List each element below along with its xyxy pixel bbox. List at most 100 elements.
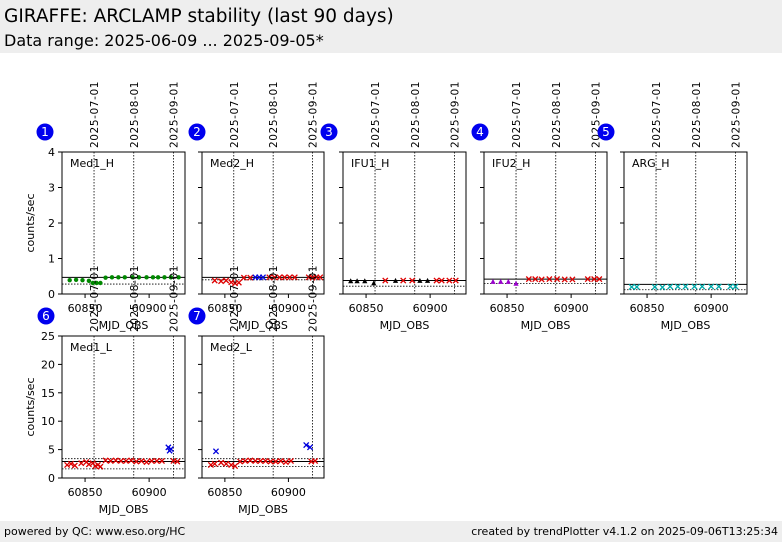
panel-badge xyxy=(37,307,55,325)
data-point xyxy=(71,462,78,469)
data-point xyxy=(303,441,310,449)
date-line-label: 2025-07-01 xyxy=(89,81,101,148)
panel-label: Med2_L xyxy=(210,341,253,354)
y-tick-label: 3 xyxy=(48,182,55,195)
y-tick-label: 10 xyxy=(41,415,55,428)
x-tick-label: 60850 xyxy=(490,302,525,315)
data-point xyxy=(409,277,416,284)
y-axis-label: counts/sec xyxy=(24,377,37,436)
plot-frame xyxy=(483,151,608,295)
panel-badge xyxy=(320,123,338,141)
data-point xyxy=(532,276,539,283)
data-point xyxy=(112,457,119,464)
x-axis-label: MJD_OBS xyxy=(380,319,430,332)
x-tick-label: 60850 xyxy=(630,302,665,315)
data-point xyxy=(272,458,279,465)
date-line-label: 2025-07-01 xyxy=(370,81,382,148)
panel-label: IFU1_H xyxy=(351,157,389,170)
x-tick-label: 60850 xyxy=(349,302,384,315)
data-point xyxy=(276,274,283,281)
data-point xyxy=(94,280,99,286)
data-point xyxy=(252,457,259,465)
date-line-label: 2025-08-01 xyxy=(551,81,563,148)
data-point xyxy=(73,277,79,282)
x-axis-label: MJD_OBS xyxy=(661,319,711,332)
x-axis-label: MJD_OBS xyxy=(99,503,149,516)
plot-frame xyxy=(201,335,325,479)
data-point xyxy=(348,278,354,284)
date-line-label: 2025-09-01 xyxy=(168,265,180,332)
data-point xyxy=(525,276,532,283)
x-tick-label: 60850 xyxy=(68,302,103,315)
data-point xyxy=(130,275,135,280)
y-tick-label: 4 xyxy=(48,146,55,159)
data-point xyxy=(116,275,121,280)
data-point xyxy=(122,275,127,280)
data-point xyxy=(708,283,715,290)
x-tick-label: 60900 xyxy=(694,302,729,315)
plot-panel-6: 6 2025-07-01 2025-08-01 2025-09-01 Med1_L 0 5 1… xyxy=(24,265,186,516)
data-point xyxy=(371,280,377,286)
data-point xyxy=(67,460,75,467)
data-point xyxy=(162,275,167,280)
data-point xyxy=(240,274,247,281)
plot-panel-5: 5 2025-07-01 2025-08-01 2025-09-01 ARG_H 6085… xyxy=(597,81,748,332)
data-point xyxy=(237,458,244,465)
data-point xyxy=(97,463,104,470)
date-line-label: 2025-08-01 xyxy=(268,265,280,332)
date-line-label: 2025-09-01 xyxy=(308,81,320,148)
data-point xyxy=(271,274,278,281)
plot-panel-2: 2 2025-07-01 2025-08-01 2025-09-01 Med2_H 608… xyxy=(188,81,325,332)
y-tick-label: 1 xyxy=(48,253,55,266)
date-line-label: 2025-07-01 xyxy=(651,81,663,148)
data-point xyxy=(732,283,739,290)
data-point xyxy=(176,275,181,280)
data-point xyxy=(267,458,274,465)
data-point xyxy=(382,277,389,284)
data-point xyxy=(117,457,124,465)
data-point xyxy=(715,283,722,290)
data-point xyxy=(498,278,504,284)
data-point xyxy=(90,280,95,286)
date-line-label: 2025-07-01 xyxy=(89,265,101,332)
data-point xyxy=(266,274,273,281)
panel-badge xyxy=(471,123,489,141)
panel-label: IFU2_H xyxy=(492,157,530,170)
panel-badge-number: 1 xyxy=(41,125,49,139)
data-point xyxy=(561,276,568,283)
panel-badge-number: 5 xyxy=(602,125,610,139)
date-line-label: 2025-09-01 xyxy=(449,81,461,148)
x-axis-label: MJD_OBS xyxy=(238,319,288,332)
x-tick-label: 60850 xyxy=(207,302,242,315)
data-point xyxy=(262,457,269,465)
data-point xyxy=(223,460,230,467)
data-point xyxy=(148,457,155,465)
data-point xyxy=(362,278,368,284)
plot-frame xyxy=(61,151,186,295)
y-tick-label: 25 xyxy=(41,330,55,343)
data-point xyxy=(596,276,603,283)
x-tick-label: 60900 xyxy=(132,302,167,315)
x-axis-label: MJD_OBS xyxy=(521,319,571,332)
data-point xyxy=(513,280,519,286)
panel-label: Med2_H xyxy=(210,157,254,170)
data-point xyxy=(553,276,561,283)
data-point xyxy=(628,283,635,290)
data-point xyxy=(153,457,160,465)
x-tick-label: 60850 xyxy=(68,486,103,499)
y-tick-label: 2 xyxy=(48,217,55,230)
data-point xyxy=(584,276,591,283)
data-point xyxy=(80,277,85,283)
data-point xyxy=(546,276,553,283)
data-point xyxy=(433,277,440,284)
panel-badge xyxy=(597,123,615,141)
data-point xyxy=(158,457,165,465)
data-point xyxy=(691,283,698,290)
data-point xyxy=(286,274,293,281)
data-point xyxy=(107,457,114,465)
data-point xyxy=(212,448,220,455)
panel-badge xyxy=(36,123,54,141)
plot-frame xyxy=(623,151,748,295)
date-line-label: 2025-07-01 xyxy=(229,265,241,332)
data-point xyxy=(247,457,254,464)
